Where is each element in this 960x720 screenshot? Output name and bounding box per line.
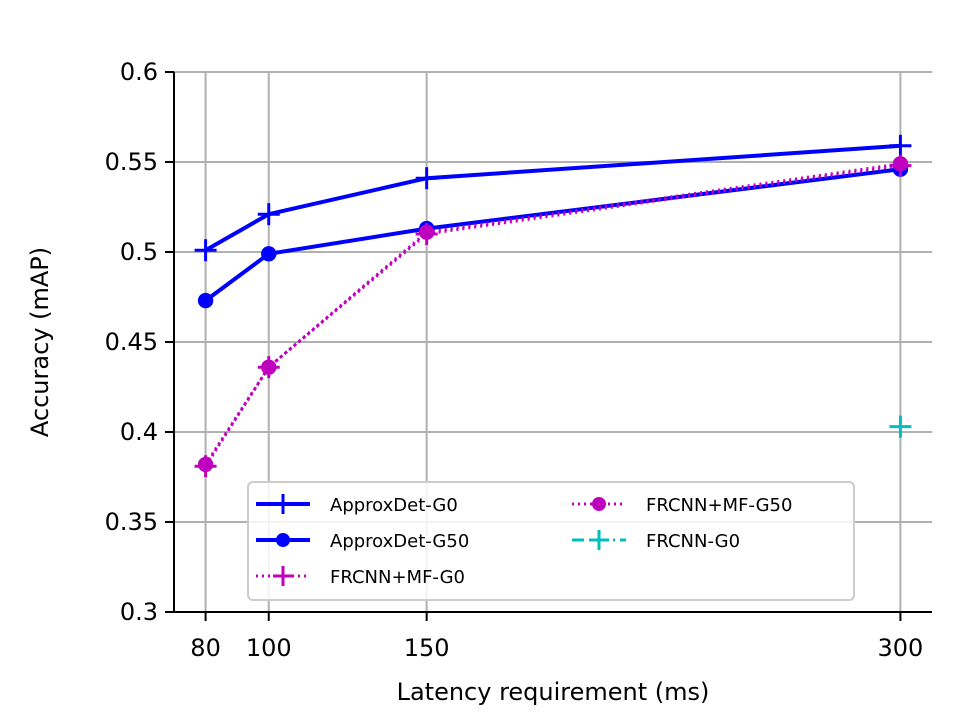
y-tick-label: 0.4: [120, 418, 158, 446]
legend-label: FRCNN+MF-G0: [330, 567, 465, 588]
x-tick-label: 300: [878, 634, 924, 662]
legend-item: FRCNN+MF-G50: [572, 495, 792, 516]
data-point: [261, 246, 277, 262]
data-point: [194, 239, 217, 262]
data-point: [415, 167, 438, 190]
data-point: [889, 134, 912, 157]
series-FRCNN+MF-G50: [197, 156, 909, 473]
x-tick-label: 150: [404, 634, 450, 662]
series-ApproxDet-G50: [197, 161, 909, 309]
series-line: [204, 164, 901, 468]
x-axis-label: Latency requirement (ms): [397, 678, 710, 706]
y-axis-label: Accuracy (mAP): [26, 247, 54, 437]
series-line: [204, 167, 901, 303]
legend-marker: [276, 533, 290, 547]
x-tick-label: 100: [246, 634, 292, 662]
legend-label: ApproxDet-G50: [330, 531, 469, 552]
legend-item: FRCNN-G0: [572, 530, 740, 552]
legend-item: FRCNN+MF-G0: [256, 566, 465, 588]
series-layer: [194, 134, 912, 478]
legend-label: ApproxDet-G0: [330, 495, 458, 516]
data-point: [892, 156, 909, 172]
y-tick-label: 0.55: [105, 148, 158, 176]
y-tick-label: 0.6: [120, 58, 158, 86]
data-point: [889, 415, 912, 438]
legend: ApproxDet-G0 ApproxDet-G50 FRCNN+MF-G0 FRCN…: [247, 481, 855, 601]
legend-item: ApproxDet-G50: [256, 531, 469, 552]
legend-marker: [273, 494, 293, 514]
y-tick-label: 0.35: [105, 508, 158, 536]
legend-marker: [592, 497, 606, 511]
data-point: [197, 292, 214, 309]
series-line: [204, 143, 901, 252]
legend-item: ApproxDet-G0: [256, 494, 458, 516]
legend-label: FRCNN-G0: [646, 531, 740, 552]
legend-box: [247, 481, 855, 601]
data-point: [197, 456, 214, 473]
y-tick-label: 0.5: [120, 238, 158, 266]
series-FRCNN-G0: [889, 415, 912, 438]
data-point: [418, 224, 435, 240]
x-tick-label: 80: [190, 634, 221, 662]
legend-marker: [589, 530, 609, 550]
series-line: [204, 162, 901, 466]
legend-marker: [273, 566, 293, 586]
ticks: 80 100 150 300 0.3 0.35 0.4 0.45 0.5 0.55 0.6: [105, 58, 924, 662]
y-tick-label: 0.3: [120, 598, 158, 626]
series-FRCNN+MF-G0: [194, 154, 912, 478]
data-point: [261, 359, 277, 375]
series-ApproxDet-G0: [194, 134, 912, 262]
legend-label: FRCNN+MF-G50: [646, 495, 792, 516]
y-tick-label: 0.45: [105, 328, 158, 356]
data-point: [257, 203, 280, 226]
